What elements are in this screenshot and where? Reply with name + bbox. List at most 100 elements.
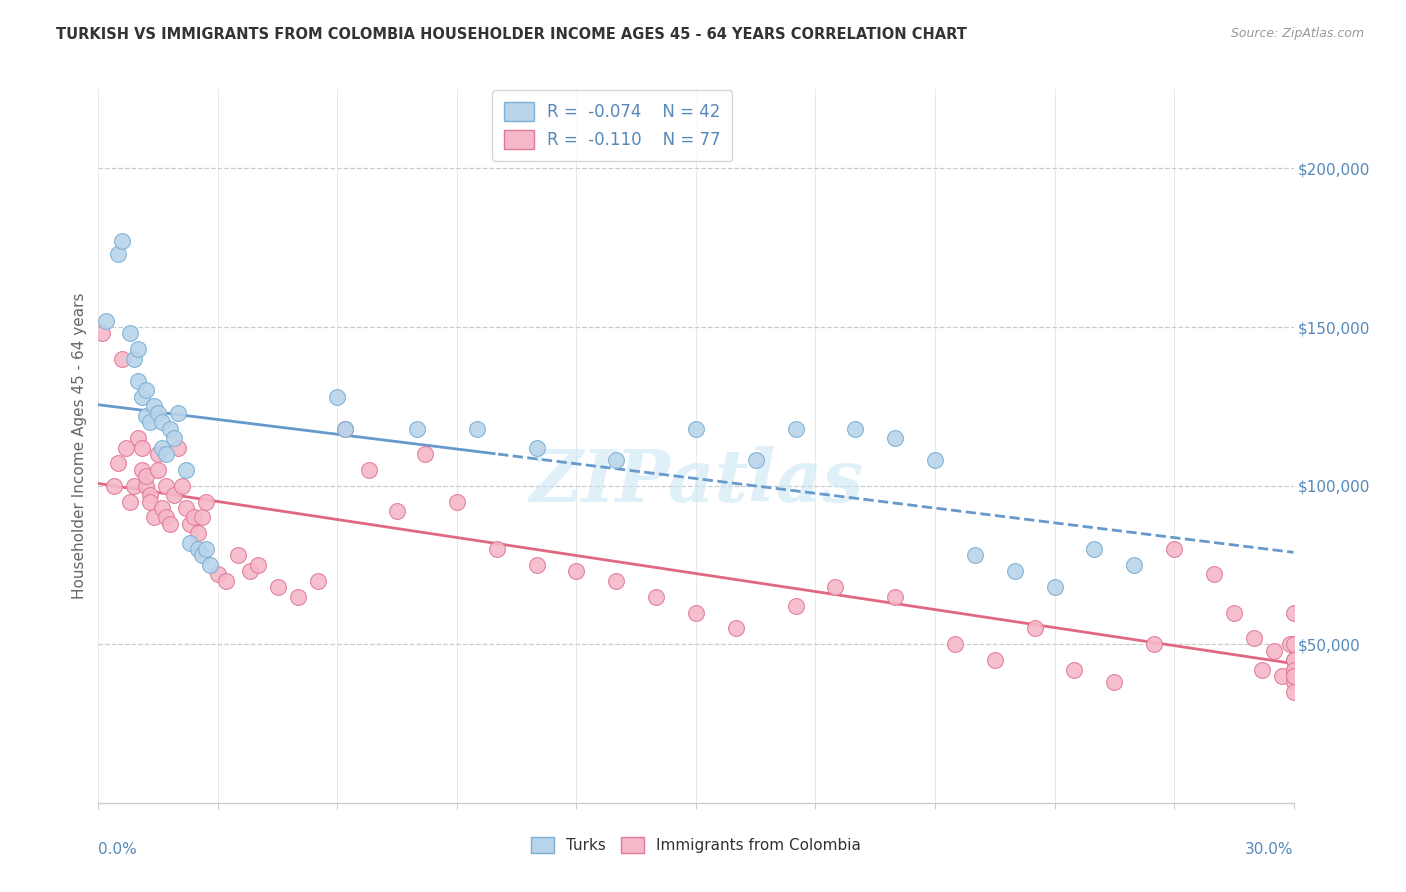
Point xyxy=(1123,558,1146,572)
Point xyxy=(1163,542,1185,557)
Point xyxy=(1271,669,1294,683)
Point xyxy=(335,421,357,435)
Point xyxy=(335,421,357,435)
Point xyxy=(167,441,190,455)
Point xyxy=(174,500,197,515)
Point xyxy=(1143,637,1166,651)
Point xyxy=(446,494,468,508)
Point xyxy=(207,567,229,582)
Point xyxy=(1282,663,1305,677)
Point xyxy=(195,494,218,508)
Point xyxy=(724,621,747,635)
Point xyxy=(287,590,309,604)
Point xyxy=(174,463,197,477)
Point xyxy=(150,441,173,455)
Point xyxy=(1043,580,1066,594)
Point xyxy=(226,549,249,563)
Point xyxy=(1282,653,1305,667)
Point xyxy=(215,574,238,588)
Point xyxy=(155,478,177,492)
Point xyxy=(824,580,846,594)
Point xyxy=(163,431,186,445)
Point xyxy=(526,441,548,455)
Point xyxy=(406,421,429,435)
Text: 30.0%: 30.0% xyxy=(1246,842,1294,857)
Point xyxy=(179,535,201,549)
Point xyxy=(1202,567,1225,582)
Point xyxy=(1282,653,1305,667)
Point xyxy=(1263,643,1285,657)
Point xyxy=(565,564,588,578)
Point xyxy=(1083,542,1105,557)
Point xyxy=(1282,669,1305,683)
Point xyxy=(307,574,329,588)
Point xyxy=(131,390,153,404)
Point xyxy=(785,599,807,614)
Point xyxy=(1282,606,1305,620)
Point xyxy=(127,374,149,388)
Point xyxy=(107,457,129,471)
Point xyxy=(135,469,157,483)
Point xyxy=(1004,564,1026,578)
Y-axis label: Householder Income Ages 45 - 64 years: Householder Income Ages 45 - 64 years xyxy=(72,293,87,599)
Point xyxy=(1250,663,1272,677)
Point xyxy=(127,431,149,445)
Point xyxy=(526,558,548,572)
Point xyxy=(120,326,142,341)
Point xyxy=(187,526,209,541)
Point xyxy=(107,247,129,261)
Point xyxy=(685,606,707,620)
Point xyxy=(326,390,349,404)
Point xyxy=(198,558,221,572)
Point xyxy=(884,590,907,604)
Point xyxy=(385,504,409,518)
Point xyxy=(685,421,707,435)
Point xyxy=(135,409,157,423)
Point xyxy=(159,421,181,435)
Point xyxy=(1102,675,1125,690)
Point xyxy=(984,653,1007,667)
Point xyxy=(195,542,218,557)
Point xyxy=(96,314,118,328)
Point xyxy=(645,590,668,604)
Point xyxy=(191,510,214,524)
Point xyxy=(963,549,986,563)
Point xyxy=(239,564,262,578)
Point xyxy=(124,351,146,366)
Point xyxy=(155,447,177,461)
Point xyxy=(183,510,205,524)
Point xyxy=(745,453,768,467)
Point xyxy=(884,431,907,445)
Point xyxy=(1282,669,1305,683)
Point xyxy=(139,415,162,429)
Point xyxy=(115,441,138,455)
Point xyxy=(148,406,170,420)
Point xyxy=(1222,606,1246,620)
Point xyxy=(267,580,290,594)
Point xyxy=(150,415,173,429)
Point xyxy=(139,494,162,508)
Point xyxy=(1282,663,1305,677)
Point xyxy=(111,235,134,249)
Point xyxy=(167,406,190,420)
Point xyxy=(135,478,157,492)
Point xyxy=(127,343,149,357)
Point xyxy=(413,447,436,461)
Point xyxy=(163,488,186,502)
Point xyxy=(465,421,488,435)
Point xyxy=(1063,663,1085,677)
Point xyxy=(135,384,157,398)
Point xyxy=(159,516,181,531)
Point xyxy=(1282,685,1305,699)
Point xyxy=(143,510,166,524)
Point xyxy=(1282,675,1305,690)
Point xyxy=(148,447,170,461)
Point xyxy=(605,574,627,588)
Point xyxy=(844,421,866,435)
Point xyxy=(785,421,807,435)
Point xyxy=(111,351,134,366)
Point xyxy=(1282,637,1305,651)
Point xyxy=(143,400,166,414)
Text: ZIPatlas: ZIPatlas xyxy=(529,446,863,517)
Point xyxy=(131,441,153,455)
